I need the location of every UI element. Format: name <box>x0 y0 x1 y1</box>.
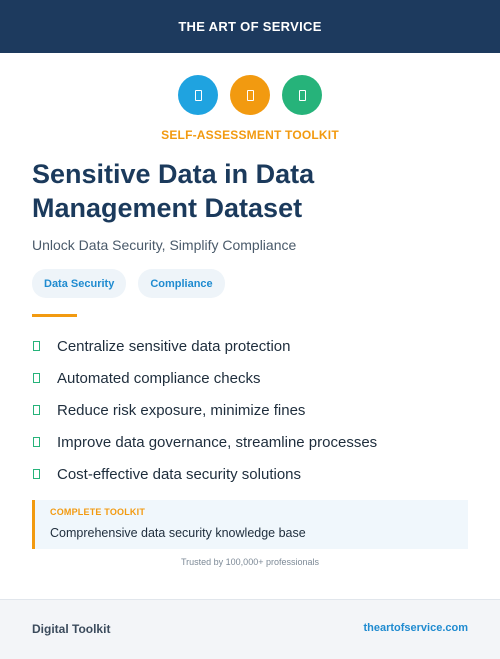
benefit-text: Reduce risk exposure, minimize fines <box>57 401 306 419</box>
tag-compliance: Compliance <box>138 269 225 298</box>
check-icon <box>33 469 40 479</box>
document-icon <box>230 75 270 115</box>
check-icon <box>33 437 40 447</box>
toolkit-kicker: SELF-ASSESSMENT TOOLKIT <box>161 128 339 142</box>
accent-divider <box>32 314 77 317</box>
callout-label: COMPLETE TOOLKIT <box>50 507 146 517</box>
trust-note: Trusted by 100,000+ professionals <box>180 557 319 567</box>
tag-list: Data Security Compliance <box>32 269 225 298</box>
top-banner: THE ART OF SERVICE <box>0 0 500 53</box>
footer-website-link[interactable]: theartofservice.com <box>363 622 468 634</box>
benefit-item: Improve data governance, streamline proc… <box>32 426 377 458</box>
benefit-item: Automated compliance checks <box>32 362 377 394</box>
callout-text: Comprehensive data security knowledge ba… <box>50 526 306 540</box>
benefit-item: Centralize sensitive data protection <box>32 330 377 362</box>
footer: Digital Toolkit theartofservice.com <box>0 599 500 659</box>
brand-name: THE ART OF SERVICE <box>178 19 322 34</box>
benefit-item: Cost-effective data security solutions <box>32 458 377 490</box>
benefit-text: Cost-effective data security solutions <box>57 465 302 483</box>
benefit-item: Reduce risk exposure, minimize fines <box>32 394 377 426</box>
check-icon <box>33 373 40 383</box>
toolkit-callout: COMPLETE TOOLKIT Comprehensive data secu… <box>32 500 468 549</box>
check-icon <box>33 405 40 415</box>
check-icon <box>33 341 40 351</box>
icon-row <box>0 75 500 115</box>
page-title: Sensitive Data in Data Management Datase… <box>32 159 315 223</box>
document-icon <box>282 75 322 115</box>
page-subtitle: Unlock Data Security, Simplify Complianc… <box>32 237 297 253</box>
benefit-text: Centralize sensitive data protection <box>57 337 291 355</box>
benefit-text: Automated compliance checks <box>57 369 261 387</box>
document-icon <box>178 75 218 115</box>
benefit-list: Centralize sensitive data protection Aut… <box>32 330 377 490</box>
tag-data-security: Data Security <box>32 269 127 298</box>
footer-label: Digital Toolkit <box>32 622 111 636</box>
benefit-text: Improve data governance, streamline proc… <box>57 433 378 451</box>
